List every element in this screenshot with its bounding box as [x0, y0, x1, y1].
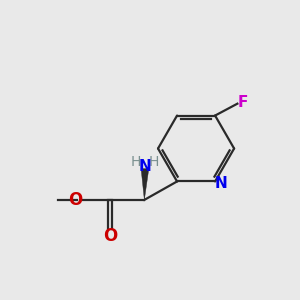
Text: H: H [149, 155, 159, 169]
Text: H: H [131, 155, 141, 169]
Text: F: F [238, 95, 248, 110]
Text: N: N [215, 176, 227, 191]
Text: O: O [103, 226, 117, 244]
Text: N: N [139, 159, 151, 174]
Text: O: O [68, 191, 82, 209]
Polygon shape [141, 169, 149, 200]
